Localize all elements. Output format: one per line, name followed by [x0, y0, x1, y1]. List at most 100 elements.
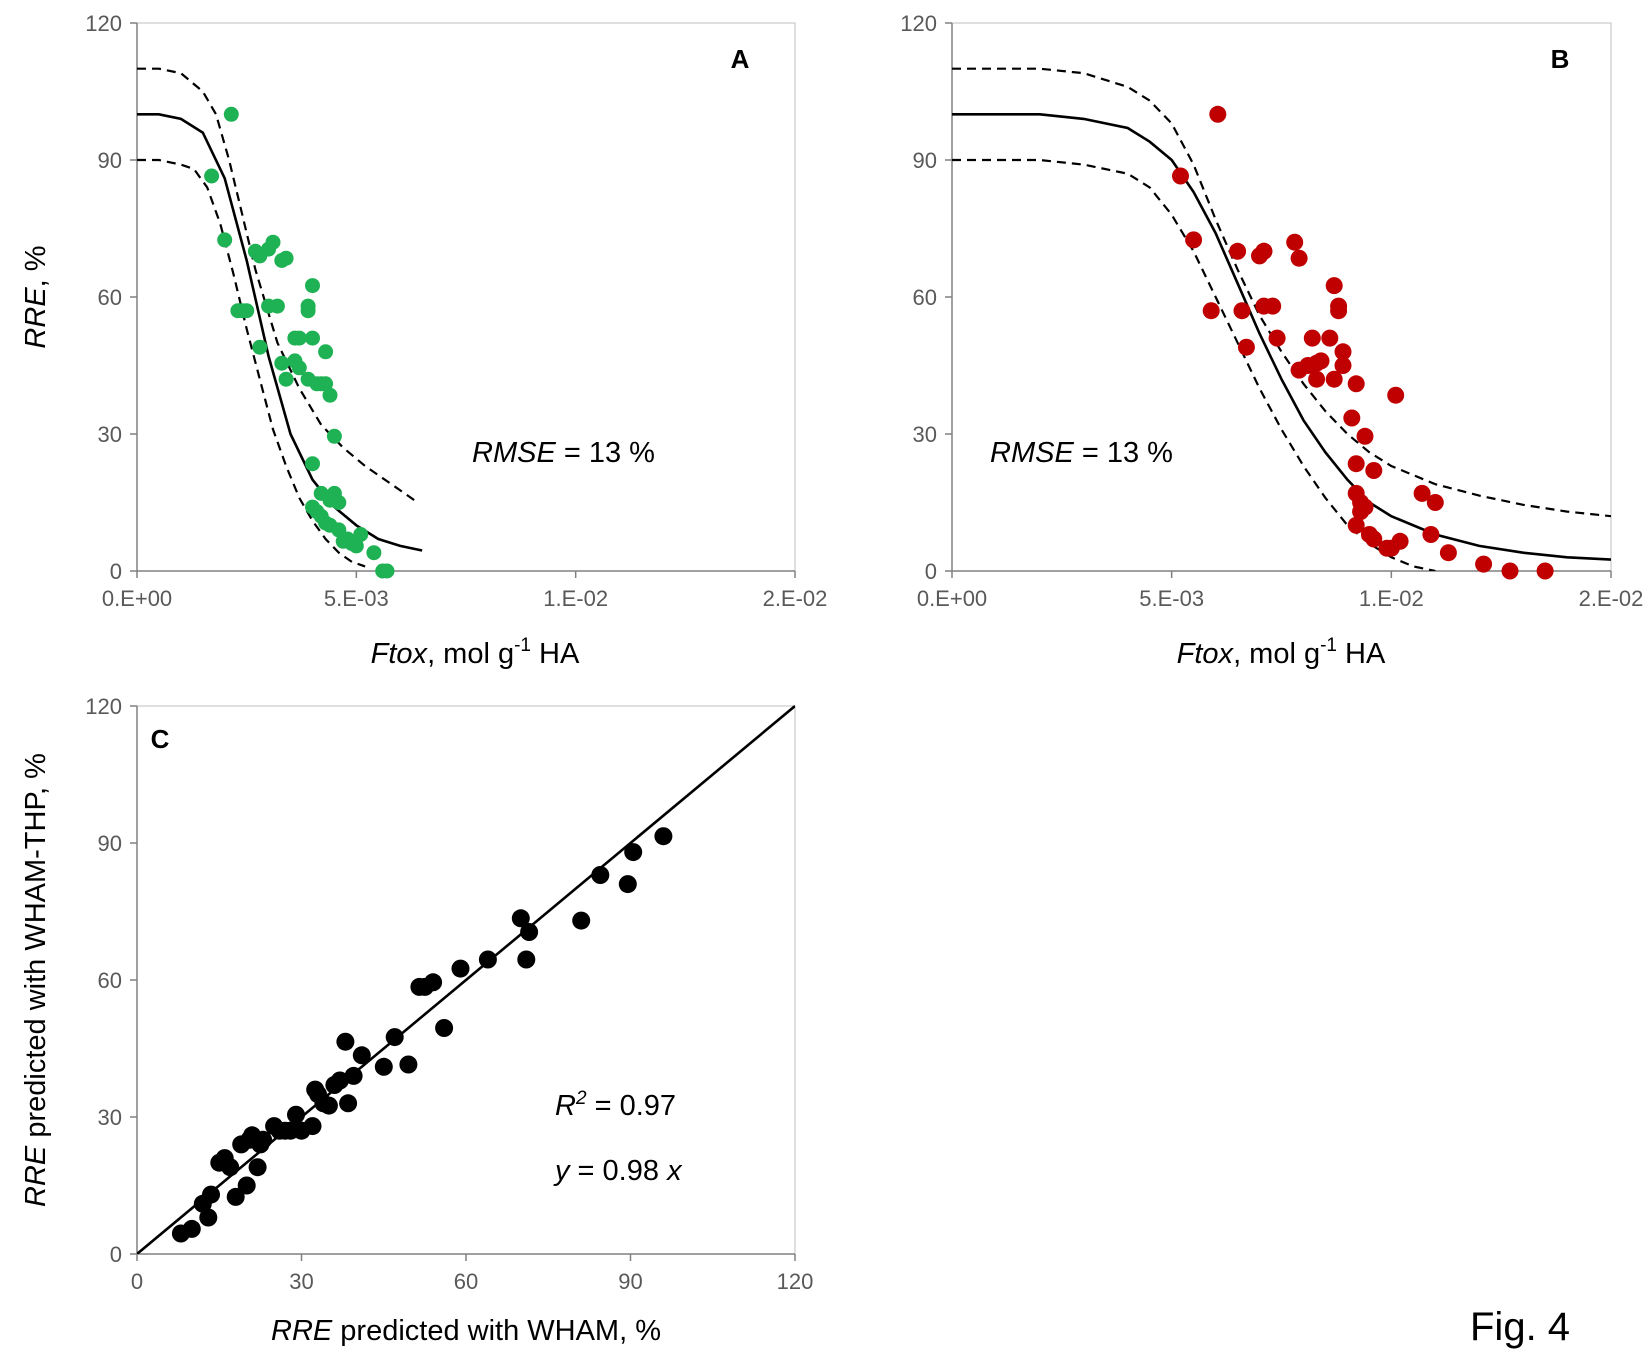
data-point	[269, 298, 285, 314]
data-point	[305, 330, 320, 346]
data-point	[424, 973, 443, 992]
data-point	[248, 1158, 267, 1177]
y-tick-label: 0	[110, 1242, 122, 1267]
data-point	[319, 1096, 338, 1115]
data-point	[322, 387, 338, 403]
data-point	[511, 909, 530, 928]
data-point	[330, 1071, 349, 1090]
x-tick-label: 90	[618, 1269, 642, 1294]
data-point	[1356, 427, 1374, 445]
data-point	[274, 355, 290, 371]
data-point	[278, 371, 294, 387]
data-point	[1255, 242, 1273, 260]
data-point	[1202, 302, 1220, 320]
data-point	[1365, 462, 1383, 479]
y-tick-label: 30	[98, 422, 122, 447]
data-point	[221, 1158, 240, 1177]
data-point	[339, 1094, 358, 1113]
data-point	[478, 950, 497, 969]
y-tick-label: 30	[913, 422, 937, 447]
data-point	[1334, 357, 1352, 374]
data-point	[326, 428, 342, 444]
data-point	[591, 866, 610, 884]
data-point	[1290, 249, 1308, 267]
x-tick-label: 2.E-02	[763, 586, 828, 611]
data-point	[305, 278, 320, 294]
data-point	[385, 1028, 404, 1047]
y-tick-label: 120	[85, 694, 122, 719]
data-point	[1303, 329, 1321, 347]
y-tick-label: 30	[98, 1105, 122, 1130]
y-axis-title: RRE predicted with WHAM-THP, %	[20, 753, 52, 1207]
data-point	[451, 959, 470, 978]
r-squared-annotation: R2 = 0.97	[555, 1088, 676, 1122]
data-point	[303, 1117, 322, 1136]
data-point	[1347, 516, 1365, 534]
x-axis-title: RRE predicted with WHAM, %	[271, 1315, 661, 1347]
chart-panel-b: 0 30 60 90 120 0.E+00 5.E-03 1.E-02 2.E-02 B RMSE …	[900, 11, 1643, 670]
model-fit-line	[137, 705, 795, 1254]
x-tick-label: 1.E-02	[1359, 586, 1424, 611]
data-point	[318, 376, 334, 392]
x-tick-label: 5.E-03	[324, 586, 389, 611]
data-point	[230, 303, 246, 319]
y-tick-label: 90	[98, 831, 122, 856]
chart-panel-c: 0 30 60 90 120 0 30 60 90 120 C R2 = 0.97 y = 0.98 x…	[20, 694, 813, 1347]
data-point	[252, 339, 268, 355]
data-point	[182, 1219, 201, 1238]
y-tick-label: 120	[85, 11, 122, 36]
data-point	[618, 875, 637, 894]
data-point	[1312, 352, 1330, 370]
data-point	[291, 360, 307, 376]
data-point	[1325, 277, 1343, 295]
data-point	[1321, 329, 1339, 347]
x-tick-label: 0.E+00	[917, 586, 987, 611]
data-point	[199, 1208, 218, 1227]
curves	[137, 705, 795, 1254]
data-point	[1439, 544, 1457, 562]
x-tick-label: 30	[289, 1269, 313, 1294]
data-point	[374, 1057, 393, 1076]
panel-label: C	[151, 724, 170, 754]
data-point	[261, 241, 277, 257]
x-tick-label: 0.E+00	[102, 586, 172, 611]
data-point	[1413, 484, 1431, 502]
data-point	[300, 298, 316, 314]
rmse-annotation: RMSE = 13 %	[990, 437, 1173, 469]
data-point	[1352, 503, 1370, 521]
plot-area	[951, 22, 1612, 572]
data-points	[171, 827, 673, 1243]
data-point	[1343, 409, 1361, 427]
data-point	[204, 168, 220, 184]
data-point	[278, 250, 294, 266]
y-tick-label: 60	[98, 968, 122, 993]
data-points	[1172, 105, 1554, 580]
data-point	[254, 1130, 273, 1149]
x-tick-label: 120	[777, 1269, 814, 1294]
confidence-band-line	[952, 158, 1436, 571]
y-tick-label: 120	[900, 11, 937, 36]
data-point	[1308, 370, 1326, 388]
data-point	[399, 1055, 418, 1074]
data-point	[226, 1187, 245, 1206]
data-point	[1475, 555, 1493, 573]
data-point	[379, 563, 395, 579]
data-point	[1365, 530, 1383, 548]
panel-label: A	[731, 44, 750, 74]
data-point	[353, 527, 369, 542]
data-point	[287, 1105, 305, 1124]
data-point	[1325, 370, 1343, 388]
regression-equation: y = 0.98 x	[553, 1155, 683, 1187]
plot-area	[136, 22, 796, 572]
data-point	[344, 1066, 363, 1085]
data-point	[1237, 338, 1255, 356]
y-tick-label: 0	[110, 559, 122, 584]
data-point	[435, 1019, 454, 1037]
data-point	[1426, 494, 1444, 511]
x-tick-label: 5.E-03	[1139, 586, 1204, 611]
data-point	[1391, 532, 1409, 550]
y-tick-label: 60	[913, 285, 937, 310]
data-point	[1334, 343, 1352, 361]
x-axis-title: Ftox, mol g-1 HA	[1177, 635, 1386, 670]
